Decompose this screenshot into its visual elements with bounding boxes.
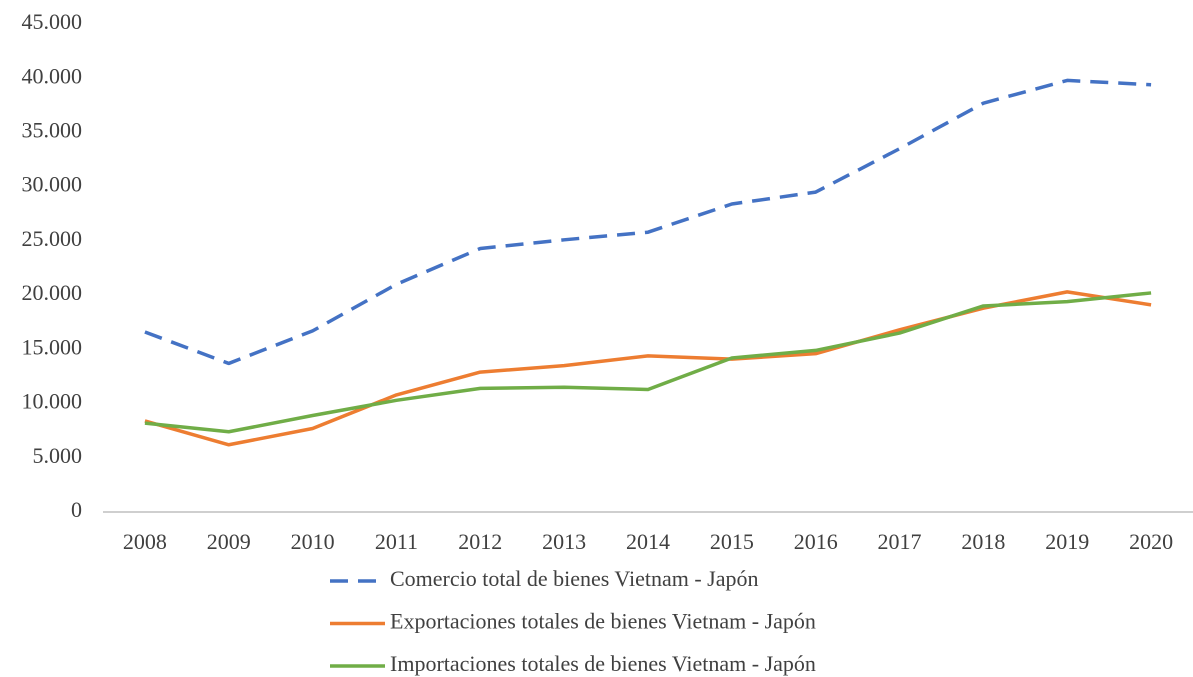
x-tick-label: 2015	[710, 529, 754, 554]
series-line	[144, 290, 1152, 447]
x-tick-label: 2019	[1045, 529, 1089, 554]
y-tick-label: 5.000	[33, 443, 83, 468]
x-tick-label: 2014	[626, 529, 670, 554]
x-tick-label: 2008	[123, 529, 167, 554]
y-tick-label: 0	[71, 497, 82, 522]
x-tick-label: 2016	[794, 529, 838, 554]
x-tick-label: 2020	[1129, 529, 1173, 554]
y-tick-label: 25.000	[22, 226, 83, 251]
legend-label: Importaciones totales de bienes Vietnam …	[390, 651, 816, 676]
x-tick-label: 2018	[961, 529, 1005, 554]
x-tick-label: 2017	[878, 529, 922, 554]
x-tick-label: 2012	[458, 529, 502, 554]
legend-label: Comercio total de bienes Vietnam - Japón	[390, 566, 759, 591]
y-tick-label: 10.000	[22, 389, 83, 414]
y-tick-label: 45.000	[22, 9, 83, 34]
y-tick-label: 40.000	[22, 63, 83, 88]
x-tick-label: 2010	[291, 529, 335, 554]
y-tick-label: 35.000	[22, 117, 83, 142]
series-line	[144, 78, 1152, 366]
legend-label: Exportaciones totales de bienes Vietnam …	[390, 609, 816, 634]
series-line	[144, 291, 1152, 434]
x-tick-label: 2009	[207, 529, 251, 554]
y-tick-label: 20.000	[22, 280, 83, 305]
y-tick-label: 15.000	[22, 334, 83, 359]
x-tick-label: 2013	[542, 529, 586, 554]
x-tick-label: 2011	[375, 529, 418, 554]
y-tick-label: 30.000	[22, 172, 83, 197]
